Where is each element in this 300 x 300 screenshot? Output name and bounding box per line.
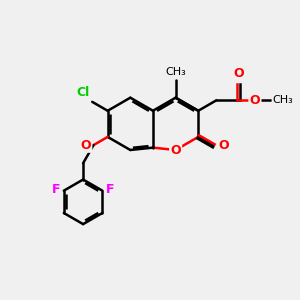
Text: F: F <box>106 183 115 196</box>
Text: O: O <box>218 139 229 152</box>
Text: CH₃: CH₃ <box>165 67 186 77</box>
Text: F: F <box>52 183 60 196</box>
Text: Cl: Cl <box>76 86 89 100</box>
Text: O: O <box>233 68 244 80</box>
Text: O: O <box>80 139 91 152</box>
Text: O: O <box>170 143 181 157</box>
Text: CH₃: CH₃ <box>273 95 293 105</box>
Text: O: O <box>250 94 260 107</box>
